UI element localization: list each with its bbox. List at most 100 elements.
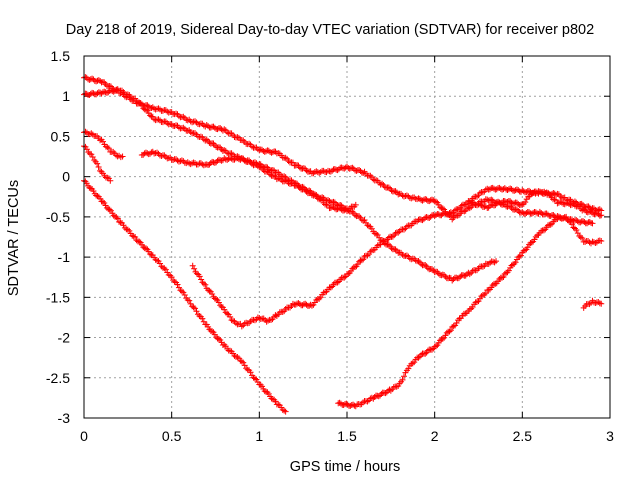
data-point	[462, 201, 469, 208]
data-point	[535, 188, 542, 195]
data-point	[598, 300, 605, 307]
data-point	[381, 183, 388, 190]
data-point	[569, 201, 576, 208]
data-point	[306, 187, 313, 194]
y-tick-label: 1	[62, 88, 70, 104]
data-point	[259, 383, 266, 390]
data-points	[81, 74, 605, 415]
y-tick-label: -2.5	[46, 370, 70, 386]
data-point	[378, 390, 385, 397]
data-point	[126, 227, 133, 234]
data-point	[358, 257, 365, 264]
data-point	[285, 158, 292, 165]
data-point	[189, 262, 196, 269]
data-point	[227, 313, 234, 320]
data-point	[95, 164, 102, 171]
data-point	[400, 373, 407, 380]
data-point	[484, 185, 491, 192]
data-point	[385, 184, 392, 191]
data-point	[88, 130, 95, 137]
data-point	[334, 206, 341, 213]
data-point	[479, 263, 486, 270]
data-point	[227, 347, 234, 354]
data-point	[418, 351, 425, 358]
data-point	[263, 148, 270, 155]
data-point	[138, 101, 145, 108]
data-point	[104, 144, 111, 151]
data-point	[256, 147, 263, 154]
data-point	[476, 295, 483, 302]
data-point	[395, 229, 402, 236]
data-point	[253, 376, 260, 383]
data-point	[213, 296, 220, 303]
data-point	[504, 187, 511, 194]
data-point	[105, 145, 112, 152]
data-point	[522, 199, 529, 206]
series-arc-9	[466, 188, 605, 219]
series-arc-5	[81, 143, 114, 184]
data-point	[200, 318, 207, 325]
data-point	[419, 217, 426, 224]
data-point	[144, 102, 151, 109]
data-point	[117, 219, 124, 226]
data-point	[215, 335, 222, 342]
data-point	[133, 237, 140, 244]
data-point	[209, 291, 216, 298]
data-point	[524, 244, 531, 251]
data-point	[86, 150, 93, 157]
data-point	[361, 253, 368, 260]
data-point	[90, 188, 97, 195]
data-point	[370, 176, 377, 183]
data-point	[113, 214, 120, 221]
data-point	[408, 195, 415, 202]
data-point	[383, 237, 390, 244]
data-point	[505, 267, 512, 274]
data-point	[279, 309, 286, 316]
data-point	[415, 258, 422, 265]
data-point	[400, 226, 407, 233]
data-point	[273, 176, 280, 183]
data-point	[507, 203, 514, 210]
data-point	[221, 126, 228, 133]
data-point	[598, 212, 605, 219]
x-tick-label: 0	[80, 428, 88, 444]
data-point	[184, 127, 191, 134]
data-point	[137, 100, 144, 107]
data-point	[374, 232, 381, 239]
data-point	[143, 245, 150, 252]
data-point	[428, 266, 435, 273]
data-point	[349, 164, 356, 171]
data-point	[374, 242, 381, 249]
data-point	[368, 225, 375, 232]
data-point	[238, 155, 245, 162]
data-point	[244, 366, 251, 373]
data-point	[326, 197, 333, 204]
data-point	[145, 103, 152, 110]
data-point	[114, 87, 121, 94]
data-point	[187, 129, 194, 136]
data-point	[458, 202, 465, 209]
data-point	[191, 265, 198, 272]
x-tick-label: 2	[431, 428, 439, 444]
data-point	[469, 303, 476, 310]
data-point	[437, 204, 444, 211]
data-point	[491, 259, 498, 266]
data-point	[168, 274, 175, 281]
data-point	[388, 245, 395, 252]
data-point	[180, 113, 187, 120]
data-point	[265, 317, 272, 324]
data-point	[405, 365, 412, 372]
data-point	[367, 172, 374, 179]
data-point	[403, 252, 410, 259]
data-point	[496, 275, 503, 282]
data-point	[540, 227, 547, 234]
data-point	[424, 265, 431, 272]
data-point	[83, 146, 90, 153]
data-point	[198, 276, 205, 283]
data-point	[345, 270, 352, 277]
data-point	[218, 157, 225, 164]
data-point	[268, 316, 275, 323]
data-point	[241, 362, 248, 369]
data-point	[422, 350, 429, 357]
x-tick-label: 2.5	[513, 428, 533, 444]
